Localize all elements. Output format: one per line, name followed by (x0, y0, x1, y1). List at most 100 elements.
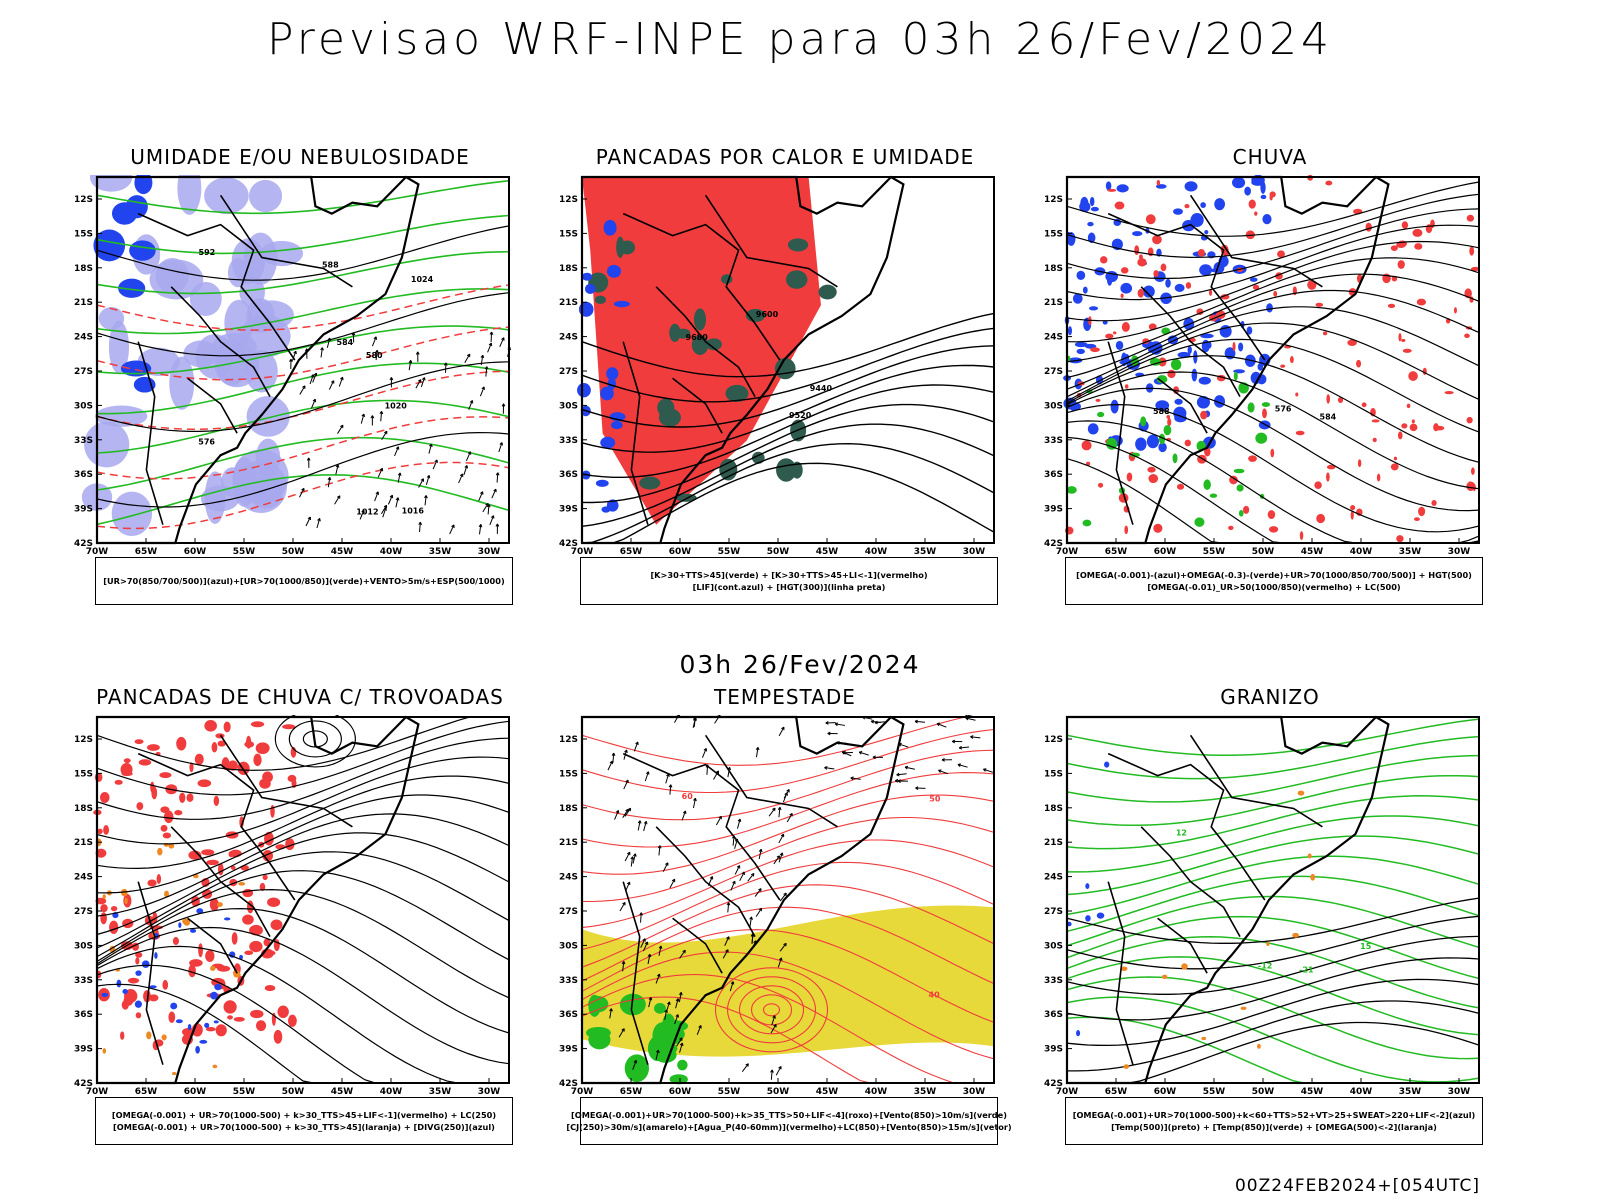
lat-tick-label: 15S (1044, 229, 1063, 239)
political-border (137, 881, 164, 1065)
lon-tick-label: 30W (478, 547, 501, 555)
contour-label: 584 (1320, 412, 1337, 421)
lon-tick-label: 70W (1056, 547, 1079, 555)
legend-box: [OMEGA(-0.001)-(azul)+OMEGA(-0.3)-(verde… (1065, 557, 1483, 605)
lon-tick-label: 60W (1154, 547, 1177, 555)
wind-vector (640, 938, 646, 948)
lat-tick-label: 27S (559, 907, 578, 917)
panel-title: CHUVA (1232, 145, 1308, 169)
contour-line (581, 973, 994, 1084)
wind-vector (309, 374, 314, 385)
wind-vector (360, 413, 365, 424)
lat-tick-label: 27S (74, 907, 93, 917)
contour-line (1067, 1021, 1480, 1084)
lat-tick-label: 12S (1044, 195, 1063, 205)
lat-tick-label: 15S (1044, 769, 1063, 779)
lon-tick-label: 40W (1350, 547, 1373, 555)
legend-box: [OMEGA(-0.001)+UR>70(1000-500)+k>35_TTS>… (566, 1097, 1012, 1145)
contour-line (1066, 735, 1480, 780)
wind-vector (415, 379, 422, 389)
political-border (1107, 881, 1134, 1065)
panel-title: UMIDADE E/OU NEBULOSIDADE (130, 145, 470, 169)
lat-tick-label: 39S (74, 1045, 93, 1055)
contour-line (96, 794, 510, 894)
contour-label: 584 (337, 338, 354, 347)
contour-line (1066, 956, 1480, 1036)
lat-tick-label: 24S (1044, 873, 1063, 883)
lon-tick-label: 50W (1252, 547, 1275, 555)
contour-line (1066, 897, 1480, 944)
coastline (1065, 175, 1390, 545)
lat-tick-label: 15S (559, 229, 578, 239)
contour-line (581, 423, 995, 527)
run-label: 00Z24FEB2024+[054UTC] (1234, 1176, 1480, 1196)
wind-vector (754, 888, 762, 897)
lon-tick-label: 45W (816, 547, 839, 555)
wind-vector (432, 459, 438, 470)
legend-line-1: [OMEGA(-0.001)-(azul)+OMEGA(-0.3)-(verde… (1076, 570, 1472, 580)
wind-vector (419, 522, 421, 533)
wind-vector (326, 337, 331, 348)
contour-line (581, 442, 995, 544)
wind-vector (485, 366, 488, 377)
wind-vector (479, 386, 485, 397)
contour-line (1066, 208, 1480, 279)
contour-label: 9440 (810, 384, 833, 393)
contour-label: 1016 (402, 507, 425, 516)
contour-label: 9680 (686, 333, 709, 342)
lon-tick-label: 60W (669, 547, 692, 555)
map-frame (581, 176, 995, 544)
lat-tick-label: 12S (559, 735, 578, 745)
contour-line (96, 716, 509, 771)
wind-vector (624, 851, 631, 862)
contour-line (1066, 224, 1480, 301)
wind-vector (607, 760, 613, 771)
contour-line (96, 926, 510, 1065)
contour-line (96, 225, 510, 281)
wind-vector (328, 380, 335, 390)
wind-vector (496, 472, 499, 483)
lat-tick-label: 42S (559, 539, 578, 549)
wind-vector (696, 1025, 702, 1035)
wind-vector (310, 398, 316, 409)
lat-tick-label: 36S (559, 1010, 578, 1020)
contour-line (581, 884, 995, 968)
contour-line (581, 839, 995, 929)
lon-tick-label: 35W (1399, 547, 1422, 555)
wind-vector (478, 524, 482, 535)
lon-tick-label: 65W (620, 1087, 643, 1095)
wind-vector (394, 446, 399, 457)
lat-tick-label: 36S (559, 470, 578, 480)
wind-vector (420, 377, 425, 388)
contour-label: 1012 (356, 508, 378, 517)
wind-vector (630, 856, 634, 867)
lon-tick-label: 50W (767, 1087, 790, 1095)
wind-vector (377, 468, 383, 478)
contour-line (581, 403, 995, 504)
contour-line (1066, 855, 1480, 916)
lat-tick-label: 15S (74, 769, 93, 779)
lat-tick-label: 27S (559, 367, 578, 377)
lat-tick-label: 36S (74, 470, 93, 480)
contour-line (581, 364, 995, 453)
wind-vector (874, 721, 885, 724)
contour-line (582, 462, 995, 544)
wind-vector (770, 1024, 777, 1034)
wind-vector (614, 810, 619, 820)
political-border (1107, 341, 1134, 525)
wind-vector (713, 770, 719, 780)
political-border (622, 752, 781, 901)
wind-vector (380, 411, 383, 422)
wind-vector (640, 912, 642, 923)
wind-vector (957, 764, 968, 768)
contour-line (1066, 976, 1480, 1060)
wind-vector (681, 810, 686, 821)
map-frame (1066, 716, 1480, 1084)
contour-line (96, 370, 510, 430)
wind-vector (724, 936, 730, 946)
wind-vector (739, 871, 745, 882)
lat-tick-label: 27S (1044, 367, 1063, 377)
wind-vector (749, 916, 752, 927)
wind-vector (658, 945, 662, 956)
